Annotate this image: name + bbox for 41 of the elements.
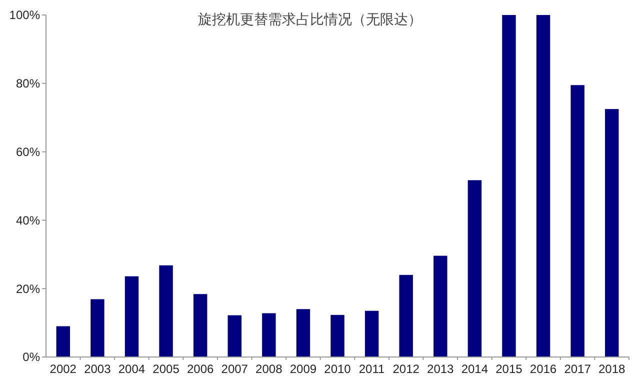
bar <box>536 15 550 357</box>
bar <box>90 299 104 357</box>
bar <box>296 309 310 357</box>
x-tick-label: 2015 <box>496 362 523 376</box>
x-tick-label: 2018 <box>598 362 626 376</box>
bar <box>262 313 276 357</box>
bar <box>502 15 516 357</box>
x-tick-label: 2003 <box>84 362 112 376</box>
x-tick-label: 2017 <box>564 362 592 376</box>
bar <box>56 326 70 357</box>
bar <box>159 265 173 357</box>
y-tick-label: 20% <box>16 282 40 296</box>
bar <box>124 276 139 357</box>
x-tick-label: 2009 <box>290 362 317 376</box>
bar <box>193 294 208 357</box>
x-tick-label: 2007 <box>221 362 248 376</box>
bar <box>364 310 379 357</box>
x-tick-label: 2016 <box>530 362 557 376</box>
bar <box>570 85 584 357</box>
y-tick-label: 100% <box>9 8 40 22</box>
bar <box>330 314 344 357</box>
bar <box>604 109 619 357</box>
x-tick-label: 2013 <box>427 362 454 376</box>
bar <box>399 274 413 357</box>
chart-title: 旋挖机更替需求占比情况（无限达） <box>198 11 422 27</box>
bar <box>468 180 482 357</box>
bar <box>228 315 242 357</box>
x-tick-label: 2004 <box>118 362 146 376</box>
x-tick-label: 2002 <box>50 362 77 376</box>
y-tick-label: 0% <box>22 350 40 364</box>
x-tick-label: 2012 <box>392 362 420 376</box>
bar <box>434 256 448 357</box>
x-tick-label: 2011 <box>358 362 386 376</box>
x-tick-label: 2010 <box>324 362 352 376</box>
x-tick-label: 2008 <box>256 362 283 376</box>
x-tick-label: 2005 <box>152 362 180 376</box>
y-tick-label: 80% <box>16 76 40 91</box>
y-tick-label: 40% <box>16 213 40 228</box>
x-tick-label: 2014 <box>461 362 488 376</box>
x-tick-label: 2006 <box>186 362 214 376</box>
y-tick-label: 60% <box>16 145 40 159</box>
